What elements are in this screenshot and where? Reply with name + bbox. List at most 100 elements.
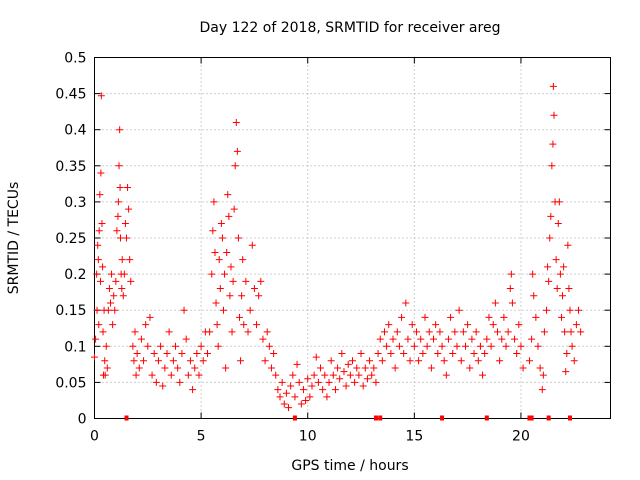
data-point bbox=[513, 350, 521, 358]
data-point bbox=[476, 342, 484, 350]
data-point bbox=[547, 212, 555, 220]
data-point bbox=[218, 234, 226, 242]
data-point bbox=[372, 378, 380, 386]
data-point bbox=[115, 162, 123, 170]
data-point bbox=[231, 162, 239, 170]
data-point bbox=[415, 357, 423, 365]
data-point bbox=[536, 364, 544, 372]
data-point bbox=[280, 400, 288, 408]
data-point bbox=[561, 328, 569, 336]
data-point bbox=[539, 371, 547, 379]
data-point bbox=[233, 147, 241, 155]
data-point bbox=[103, 364, 111, 372]
data-point bbox=[560, 263, 568, 271]
data-point bbox=[334, 364, 342, 372]
chart-title: Day 122 of 2018, SRMTID for receiver are… bbox=[200, 20, 501, 36]
data-point bbox=[525, 357, 533, 365]
data-point bbox=[432, 321, 440, 329]
data-point bbox=[101, 371, 109, 379]
data-point bbox=[378, 357, 386, 365]
data-point bbox=[383, 342, 391, 350]
data-point bbox=[167, 371, 175, 379]
data-point bbox=[274, 386, 282, 394]
x-tick-label: 5 bbox=[197, 429, 206, 445]
x-tick-label: 20 bbox=[512, 429, 530, 445]
data-point bbox=[206, 328, 214, 336]
data-point bbox=[278, 378, 286, 386]
data-point bbox=[577, 328, 585, 336]
data-point bbox=[563, 350, 571, 358]
data-point bbox=[389, 335, 397, 343]
data-point bbox=[297, 400, 305, 408]
baseline-marker bbox=[567, 415, 572, 421]
data-point bbox=[546, 234, 554, 242]
data-point bbox=[540, 328, 548, 336]
baseline-marker bbox=[124, 415, 129, 421]
data-point bbox=[427, 364, 435, 372]
data-point bbox=[239, 256, 247, 264]
data-point bbox=[457, 357, 465, 365]
data-point bbox=[366, 357, 374, 365]
data-point bbox=[556, 270, 564, 278]
baseline-marker bbox=[373, 415, 378, 421]
data-point bbox=[517, 342, 525, 350]
data-point bbox=[355, 371, 363, 379]
data-point bbox=[272, 371, 280, 379]
data-point bbox=[410, 342, 418, 350]
data-point bbox=[209, 227, 217, 235]
data-point bbox=[412, 328, 420, 336]
data-point bbox=[385, 321, 393, 329]
data-point bbox=[287, 382, 295, 390]
data-point bbox=[184, 371, 192, 379]
data-point bbox=[165, 328, 173, 336]
data-point bbox=[142, 321, 150, 329]
y-tick-label: 0.15 bbox=[55, 303, 86, 319]
data-point bbox=[548, 162, 556, 170]
data-point bbox=[197, 342, 205, 350]
data-point bbox=[152, 378, 160, 386]
y-tick-label: 0.4 bbox=[64, 123, 86, 139]
data-point bbox=[344, 360, 352, 368]
data-point bbox=[130, 357, 138, 365]
data-point bbox=[299, 386, 307, 394]
data-point bbox=[121, 220, 129, 228]
data-point bbox=[398, 313, 406, 321]
data-point bbox=[370, 364, 378, 372]
data-point bbox=[549, 82, 557, 90]
data-point bbox=[221, 270, 229, 278]
baseline-marker bbox=[378, 415, 383, 421]
data-point bbox=[178, 350, 186, 358]
data-point bbox=[447, 313, 455, 321]
data-point bbox=[502, 342, 510, 350]
data-point bbox=[453, 342, 461, 350]
data-point bbox=[282, 389, 290, 397]
data-point bbox=[224, 191, 232, 199]
y-tick-label: 0.25 bbox=[55, 231, 86, 247]
data-point bbox=[329, 371, 337, 379]
data-point bbox=[564, 241, 572, 249]
data-point bbox=[180, 306, 188, 314]
data-point bbox=[159, 382, 167, 390]
data-point bbox=[353, 364, 361, 372]
data-point bbox=[97, 169, 105, 177]
data-point bbox=[126, 256, 134, 264]
data-point bbox=[146, 313, 154, 321]
data-point bbox=[515, 321, 523, 329]
x-tick-label: 10 bbox=[299, 429, 317, 445]
data-point bbox=[455, 306, 463, 314]
data-point bbox=[154, 357, 162, 365]
y-tick-label: 0.3 bbox=[64, 195, 86, 211]
data-point bbox=[423, 342, 431, 350]
data-point bbox=[230, 205, 238, 213]
data-point bbox=[225, 212, 233, 220]
data-point bbox=[131, 328, 139, 336]
grid bbox=[94, 57, 611, 419]
data-point bbox=[291, 393, 299, 401]
data-point bbox=[491, 299, 499, 307]
data-point bbox=[98, 220, 106, 228]
y-tick-label: 0.45 bbox=[55, 87, 86, 103]
data-point bbox=[226, 292, 234, 300]
data-point bbox=[248, 241, 256, 249]
data-point bbox=[129, 342, 137, 350]
data-point bbox=[434, 350, 442, 358]
